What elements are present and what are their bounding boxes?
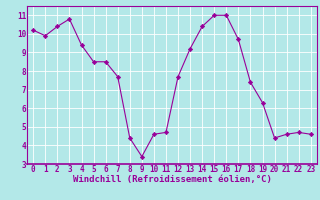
X-axis label: Windchill (Refroidissement éolien,°C): Windchill (Refroidissement éolien,°C) bbox=[73, 175, 271, 184]
